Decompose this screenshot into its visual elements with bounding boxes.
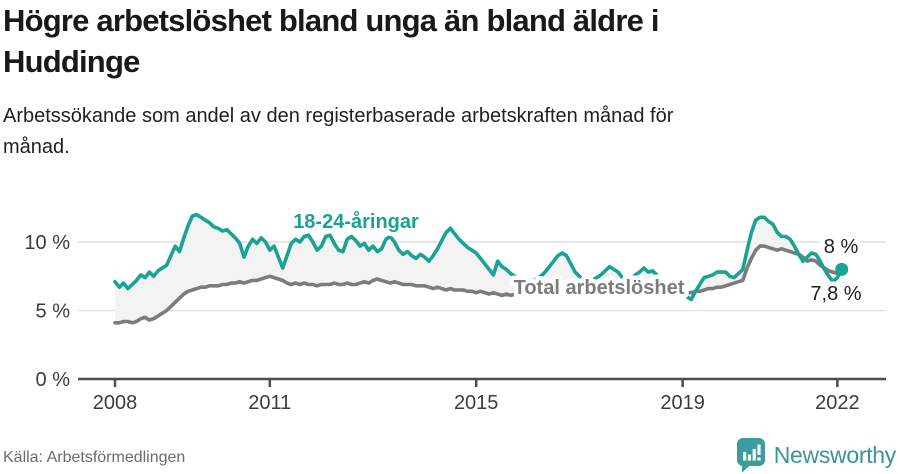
y-tick-label-5: 5 % — [36, 301, 71, 323]
newsworthy-logo-icon — [736, 438, 765, 473]
total-end-value-label: 7,8 % — [810, 283, 861, 305]
x-tick-label-2011: 2011 — [248, 392, 291, 414]
unemployment-line-chart: 2008 2011 2015 2019 2022 0 % 5 % 10 % 18-24-årin… — [24, 206, 886, 414]
x-tick-label-2022: 2022 — [815, 392, 860, 414]
source-note: Källa: Arbetsförmedlingen — [3, 449, 186, 466]
y-tick-label-0: 0 % — [36, 369, 71, 391]
x-tick-label-2008: 2008 — [93, 392, 138, 414]
youth-series-line — [113, 212, 844, 302]
subtitle-line-1: Arbetssökande som andel av den registerb… — [3, 105, 674, 127]
end-point-marker — [835, 262, 849, 276]
total-series-label: Total arbetslöshet — [514, 277, 685, 299]
x-tick-label-2019: 2019 — [660, 392, 705, 414]
title-line-1: Högre arbetslöshet bland unga än bland ä… — [3, 3, 659, 38]
newsworthy-logo: Newsworthy — [734, 437, 896, 473]
youth-series-label: 18-24-åringar — [293, 210, 419, 233]
title-line-2: Huddinge — [3, 44, 140, 79]
page-title: Högre arbetslöshet bland unga än bland ä… — [3, 0, 897, 82]
newsworthy-logo-text: Newsworthy — [773, 441, 897, 468]
subtitle-line-2: månad. — [3, 136, 70, 158]
x-tick-label-2015: 2015 — [454, 392, 499, 414]
chart-subtitle: Arbetssökande som andel av den registerb… — [3, 101, 897, 163]
youth-end-value-label: 8 % — [824, 236, 859, 258]
y-tick-label-10: 10 % — [24, 232, 70, 254]
total-series-line — [113, 244, 844, 325]
